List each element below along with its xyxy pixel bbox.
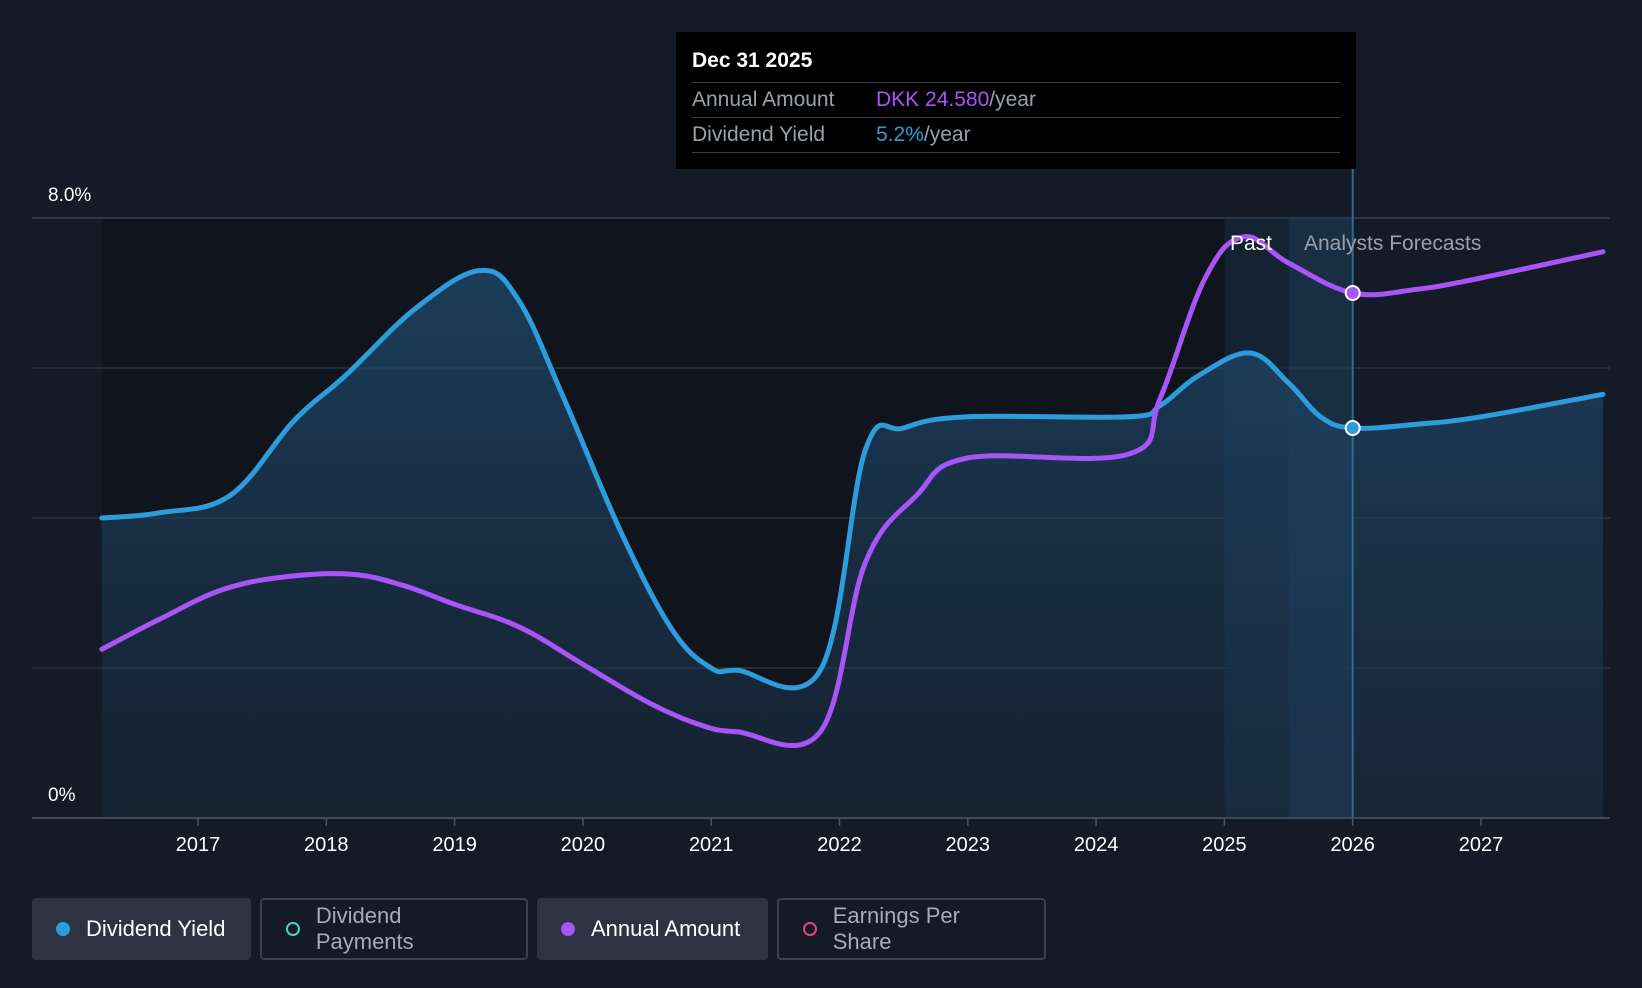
legend-dividend-payments[interactable]: Dividend Payments	[260, 898, 528, 960]
amount-line	[99, 234, 1606, 749]
yield-marker	[1344, 420, 1361, 436]
legend-label: Annual Amount	[591, 916, 741, 941]
x-tick-label: 2024	[1074, 834, 1119, 856]
tooltip-yield-unit: /year	[923, 123, 971, 146]
yield-area	[101, 270, 1603, 819]
tooltip-yield-label: Dividend Yield	[692, 123, 826, 146]
dividend-chart: 2017 2018 2019 2020 2021 2022 2023 2024 2025 2026…	[32, 168, 1610, 856]
legend-label: Dividend Payments	[315, 903, 414, 954]
x-tick-label: 2025	[1202, 834, 1247, 856]
x-tick-label: 2027	[1459, 834, 1504, 856]
amount-marker	[1344, 285, 1361, 301]
yield-line	[99, 267, 1606, 691]
forecast-label: Analysts Forecasts	[1304, 232, 1481, 255]
x-tick-label: 2022	[817, 834, 862, 856]
tooltip-date: Dec 31 2025	[692, 46, 1340, 83]
x-axis: 2017 2018 2019 2020 2021 2022 2023 2024 2025 2026…	[32, 817, 1610, 856]
earnings-per-share-ring-icon	[803, 922, 817, 936]
tooltip-yield-row: Dividend Yield 5.2%/year	[692, 118, 1340, 153]
dividend-yield-dot-icon	[56, 922, 70, 936]
x-tick-label: 2021	[689, 834, 734, 856]
tooltip: Dec 31 2025 Annual Amount DKK 24.580/yea…	[676, 32, 1356, 169]
legend: Dividend Yield Dividend Payments Annual …	[32, 898, 1046, 960]
x-tick-label: 2026	[1330, 834, 1375, 856]
x-tick-label: 2019	[432, 834, 477, 856]
legend-label: Earnings Per Share	[832, 903, 960, 954]
legend-dividend-yield[interactable]: Dividend Yield	[32, 898, 251, 960]
legend-label: Dividend Yield	[86, 916, 226, 941]
tooltip-amount-unit: /year	[989, 88, 1036, 111]
x-tick-label: 2017	[176, 834, 221, 856]
past-label: Past	[1230, 232, 1272, 255]
legend-annual-amount[interactable]: Annual Amount	[537, 898, 768, 960]
tooltip-amount-value: DKK 24.580	[876, 88, 990, 111]
x-tick-label: 2020	[561, 834, 606, 856]
tooltip-amount-label: Annual Amount	[692, 88, 835, 111]
dividend-payments-ring-icon	[286, 922, 300, 936]
x-tick-label: 2023	[946, 834, 991, 856]
y-tick-bottom: 0%	[48, 785, 76, 806]
x-tick-label: 2018	[304, 834, 349, 856]
tooltip-yield-value: 5.2%	[876, 123, 924, 146]
legend-earnings-per-share[interactable]: Earnings Per Share	[777, 898, 1046, 960]
annual-amount-dot-icon	[561, 922, 575, 936]
y-tick-top: 8.0%	[48, 185, 91, 206]
tooltip-amount-row: Annual Amount DKK 24.580/year	[692, 83, 1340, 118]
